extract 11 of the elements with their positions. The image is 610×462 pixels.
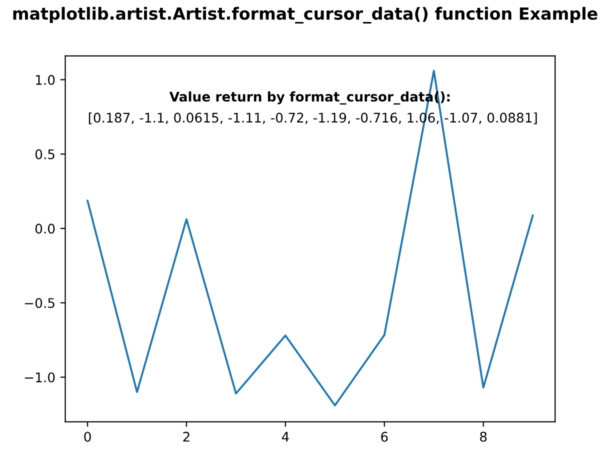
y-tick-label: 1.0 — [36, 74, 55, 85]
x-tick-label: 2 — [183, 432, 190, 442]
chart-title: matplotlib.artist.Artist.format_cursor_data() function Example — [13, 6, 598, 24]
x-tick-label: 6 — [381, 432, 388, 442]
x-tick-label: 8 — [480, 432, 487, 442]
y-tick-label: 0.0 — [35, 224, 55, 234]
y-tick-label: 0.5 — [35, 149, 54, 160]
y-tick-label: −0.5 — [24, 298, 54, 308]
x-tick-label: 4 — [282, 432, 289, 442]
y-tick-label: −1.0 — [24, 372, 55, 382]
x-tick-label: 0 — [84, 432, 91, 442]
